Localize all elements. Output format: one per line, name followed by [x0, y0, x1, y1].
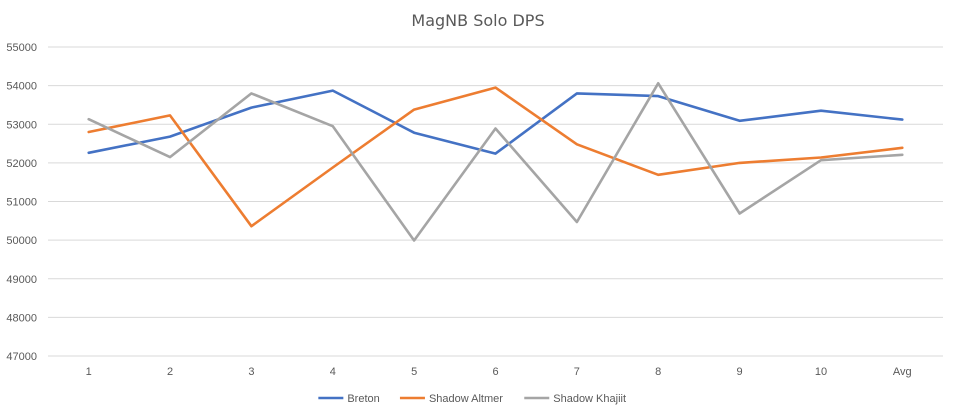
x-tick-label: 9 [737, 366, 743, 378]
y-tick-label: 55000 [6, 42, 37, 54]
x-tick-label: 10 [815, 366, 827, 378]
legend-label-shadow-altmer: Shadow Altmer [429, 393, 503, 405]
x-tick-label: 7 [574, 366, 580, 378]
series-lines [87, 82, 904, 242]
legend-label-shadow-khajiit: Shadow Khajiit [553, 393, 626, 405]
series-line-breton [87, 89, 904, 155]
y-tick-label: 50000 [6, 235, 37, 247]
y-tick-label: 51000 [6, 197, 37, 209]
y-tick-label: 48000 [6, 312, 37, 324]
x-axis-ticks: 1 2 3 4 5 6 7 8 9 10 Avg [86, 366, 912, 378]
x-tick-label: 1 [86, 366, 92, 378]
y-tick-label: 52000 [6, 158, 37, 170]
y-axis-ticks: 47000 48000 49000 50000 51000 52000 53000 54000… [6, 42, 37, 363]
y-tick-label: 54000 [6, 81, 37, 93]
chart-title: MagNB Solo DPS [411, 11, 544, 30]
legend-label-breton: Breton [347, 393, 379, 405]
gridlines [48, 46, 943, 357]
y-tick-label: 49000 [6, 274, 37, 286]
x-tick-label: 4 [330, 366, 336, 378]
legend: Breton Shadow Altmer Shadow Khajiit [318, 393, 626, 405]
y-tick-label: 53000 [6, 119, 37, 131]
x-tick-label: 6 [492, 366, 498, 378]
x-tick-label: 8 [655, 366, 661, 378]
x-tick-label: 3 [248, 366, 254, 378]
series-line-shadow-khajiit [87, 82, 904, 242]
x-tick-label: 5 [411, 366, 417, 378]
y-tick-label: 47000 [6, 351, 37, 363]
series-line-shadow-altmer [87, 86, 904, 228]
x-tick-label: 2 [167, 366, 173, 378]
x-tick-label: Avg [893, 366, 912, 378]
